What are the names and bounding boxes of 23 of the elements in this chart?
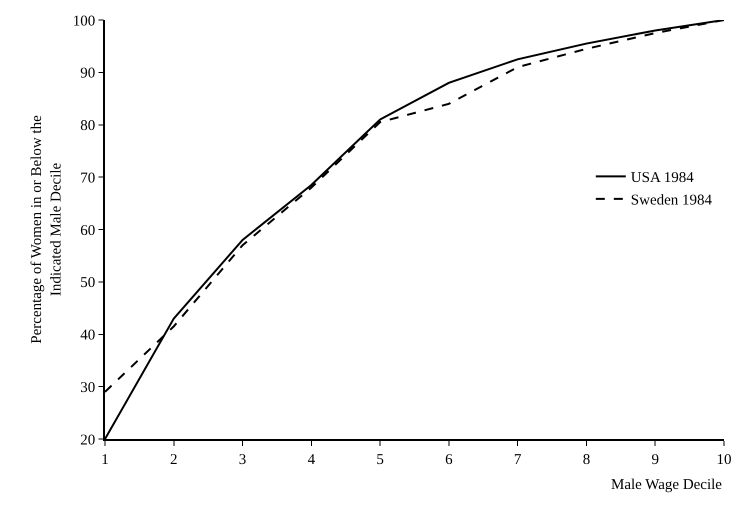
x-tick-label: 4 [308, 452, 316, 468]
legend-label: Sweden 1984 [630, 192, 713, 209]
x-tick-label: 1 [101, 452, 109, 468]
x-tick-label: 10 [716, 452, 732, 468]
x-tick-label: 5 [376, 452, 384, 468]
x-tick-label: 8 [582, 452, 590, 468]
x-tick-label: 9 [651, 452, 659, 468]
y-tick-label: 30 [80, 380, 96, 396]
x-tick-label: 7 [514, 452, 522, 468]
x-tick-label: 2 [170, 452, 178, 468]
y-tick-label: 100 [72, 13, 96, 30]
y-tick-label: 90 [80, 66, 96, 82]
y-tick-label: 40 [80, 328, 96, 344]
y-tick-label: 20 [80, 432, 96, 448]
y-tick-label: 80 [80, 118, 96, 134]
y-tick-label: 50 [80, 275, 96, 292]
x-tick-label: 6 [445, 452, 454, 468]
y-tick-label: 70 [80, 170, 96, 186]
y-tick-label: 60 [80, 222, 96, 239]
x-tick-label: 3 [238, 452, 246, 468]
x-axis-title: Male Wage Decile [611, 477, 722, 493]
y-axis-title: Percentage of Women in or Below the Indicated Male Decile [29, 114, 64, 344]
legend-label: USA 1984 [630, 170, 694, 186]
